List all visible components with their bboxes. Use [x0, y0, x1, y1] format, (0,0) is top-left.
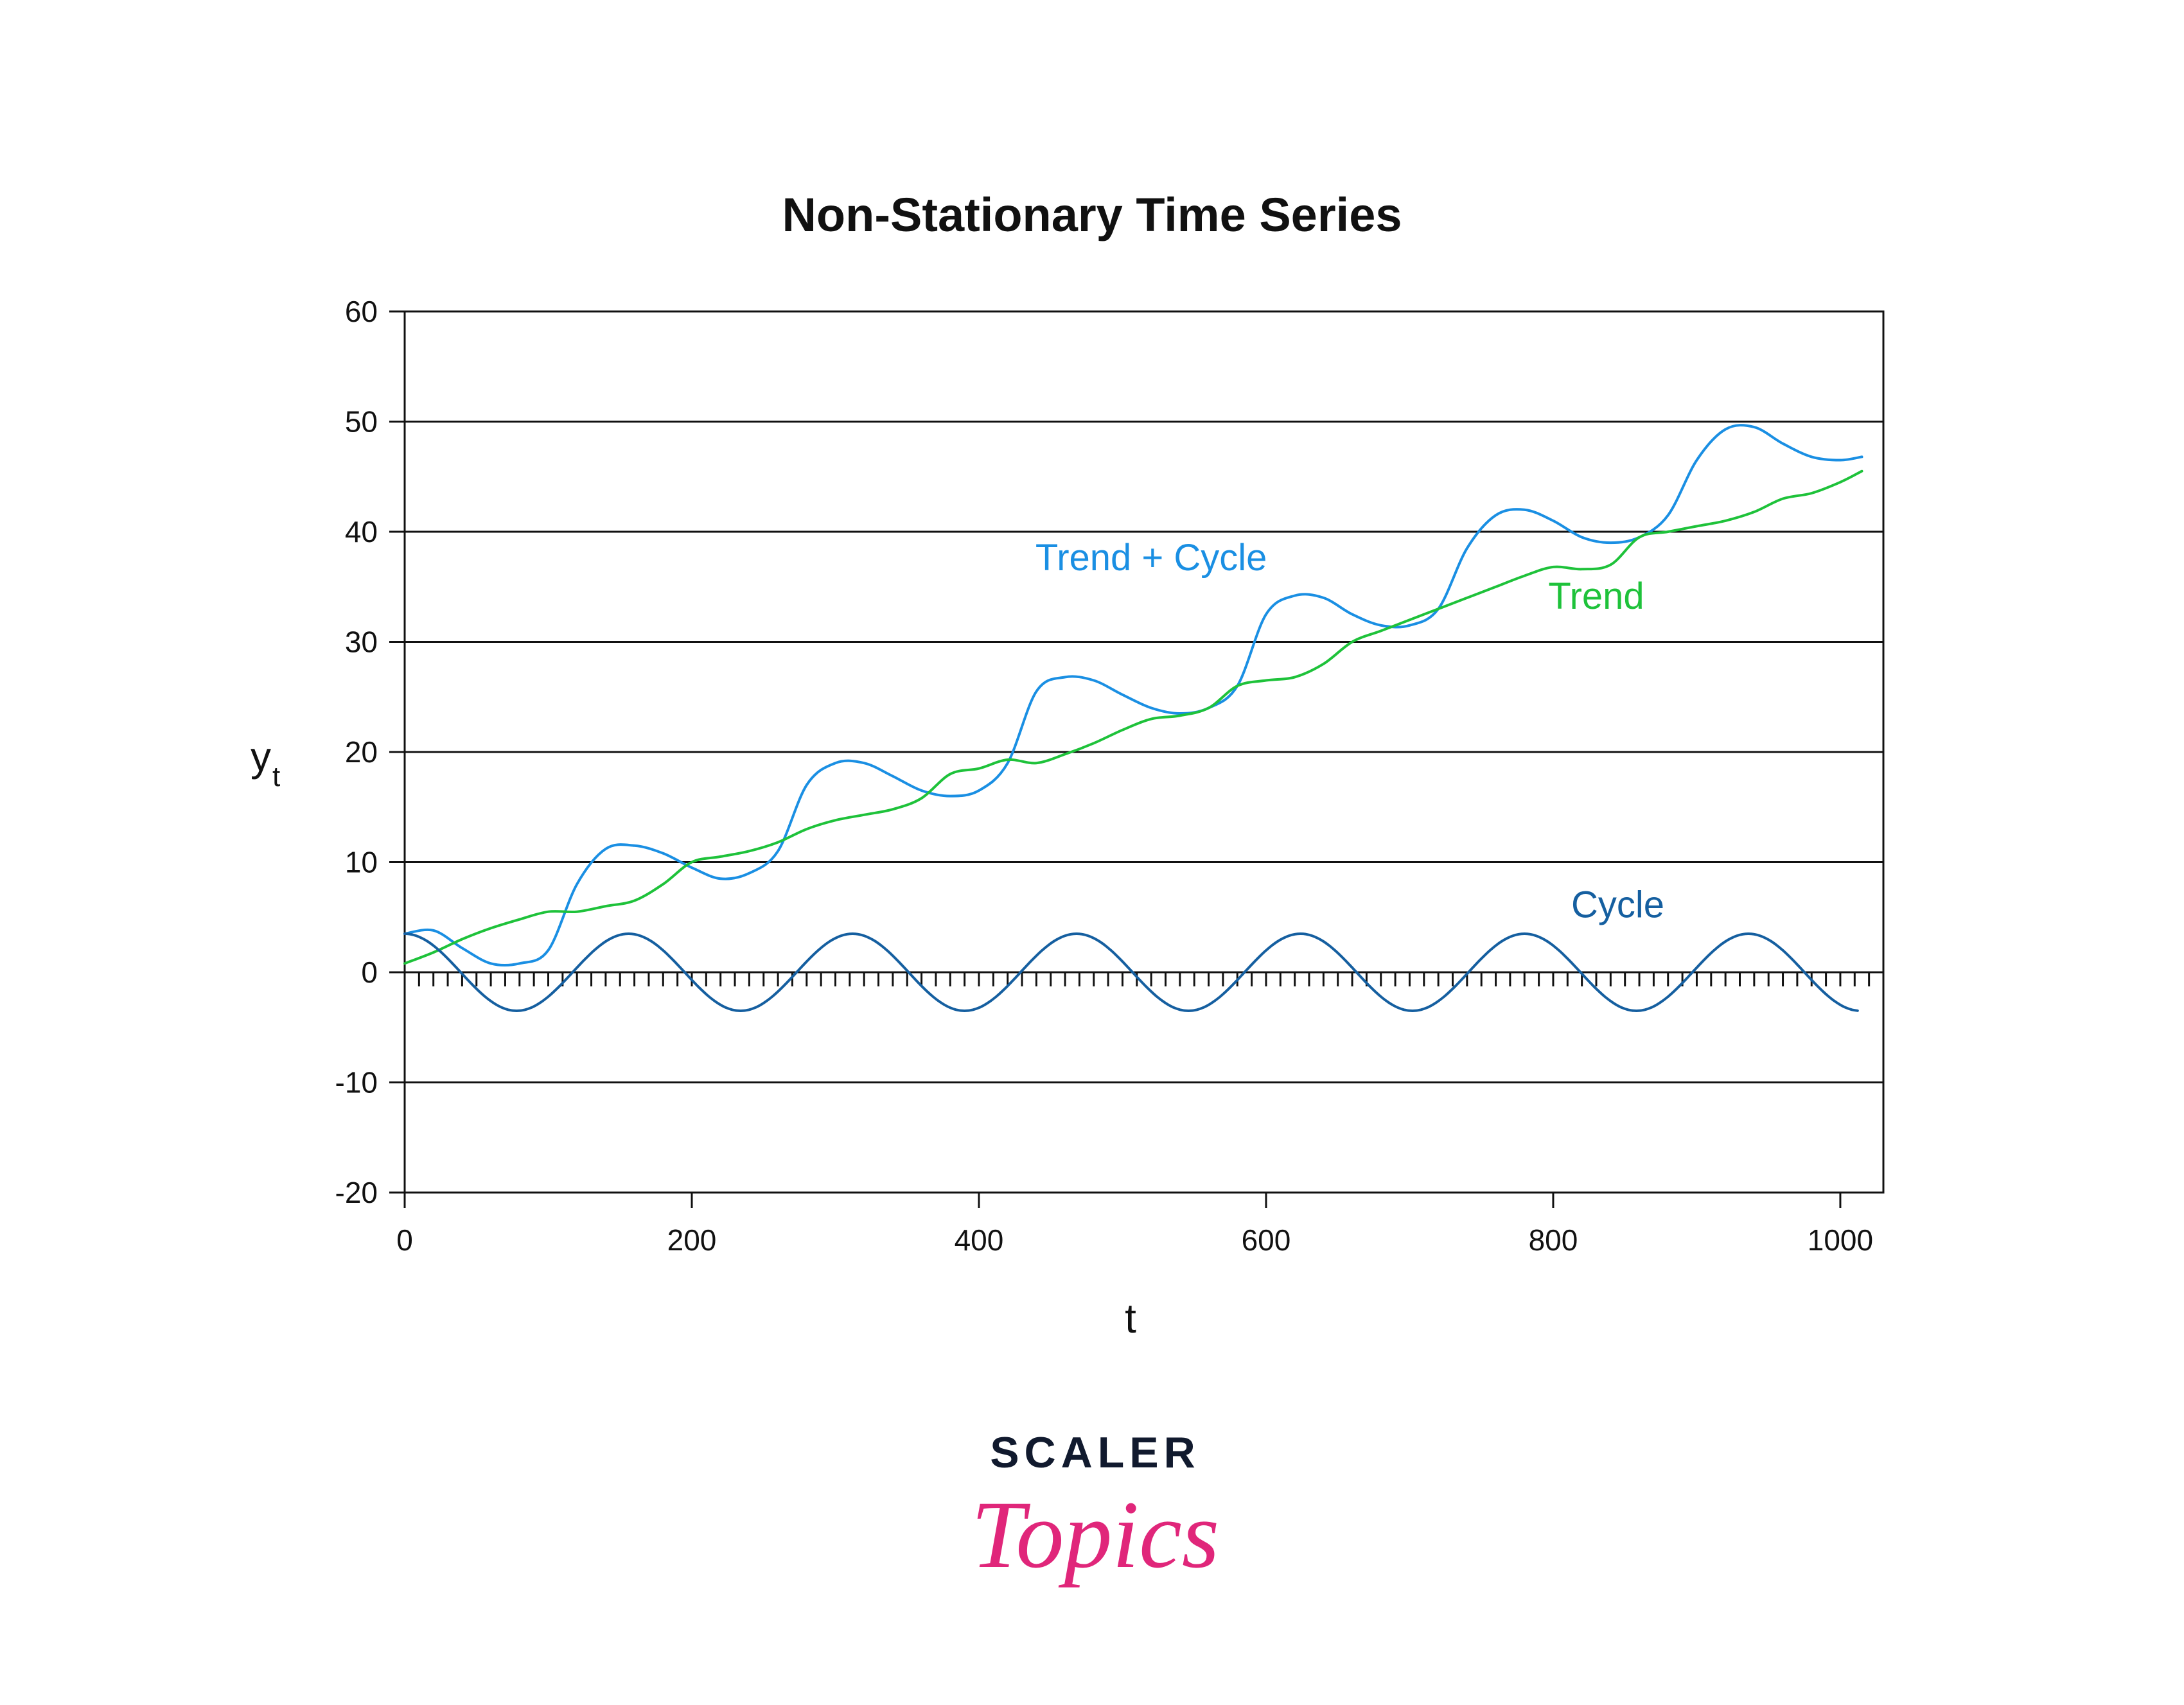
y-tick-label--20: -20 — [335, 1176, 378, 1209]
y-axis-ticks: 60 50 40 30 20 10 0 -10 -20 — [335, 295, 405, 1209]
y-tick-label-10: 10 — [345, 846, 378, 879]
y-tick-label-30: 30 — [345, 625, 378, 659]
series-label-cycle: Cycle — [1571, 884, 1664, 925]
series-layer — [403, 424, 1863, 1013]
grid-lines — [405, 310, 1883, 1194]
series-line-cycle — [403, 932, 1859, 1013]
x-tick-label-1000: 1000 — [1808, 1223, 1873, 1257]
x-axis-label: t — [1125, 1295, 1136, 1342]
series-line-trend-cycle — [403, 424, 1863, 967]
x-tick-label-200: 200 — [667, 1223, 717, 1257]
plot-frame — [403, 310, 1885, 1194]
x-tick-label-400: 400 — [955, 1223, 1004, 1257]
y-tick-label-40: 40 — [345, 515, 378, 548]
series-line-trend — [403, 469, 1863, 965]
y-axis-label-subscript: t — [272, 761, 280, 792]
x-tick-label-600: 600 — [1242, 1223, 1291, 1257]
y-tick-label-20: 20 — [345, 735, 378, 769]
y-tick-label-50: 50 — [345, 405, 378, 439]
x-tick-label-0: 0 — [396, 1223, 413, 1257]
zero-line-minor-ticks — [418, 972, 1871, 986]
logo-scaler: SCALER — [990, 1428, 1201, 1477]
chart-title: Non-Stationary Time Series — [782, 188, 1402, 241]
scaler-topics-logo: SCALER Topics — [971, 1428, 1219, 1588]
annotation-layer: Trend + Cycle Trend Cycle — [1035, 537, 1664, 925]
y-tick-label-0: 0 — [361, 956, 378, 989]
y-axis-label: yt — [251, 733, 280, 792]
y-axis-label-main: y — [251, 733, 271, 780]
y-tick-label-60: 60 — [345, 295, 378, 328]
x-tick-label-800: 800 — [1529, 1223, 1578, 1257]
series-label-trend: Trend — [1548, 575, 1644, 617]
y-tick-label--10: -10 — [335, 1066, 378, 1099]
logo-topics: Topics — [971, 1482, 1219, 1588]
series-label-trend-cycle: Trend + Cycle — [1035, 537, 1267, 579]
x-axis-ticks: 0 200 400 600 800 1000 — [396, 1193, 1873, 1257]
